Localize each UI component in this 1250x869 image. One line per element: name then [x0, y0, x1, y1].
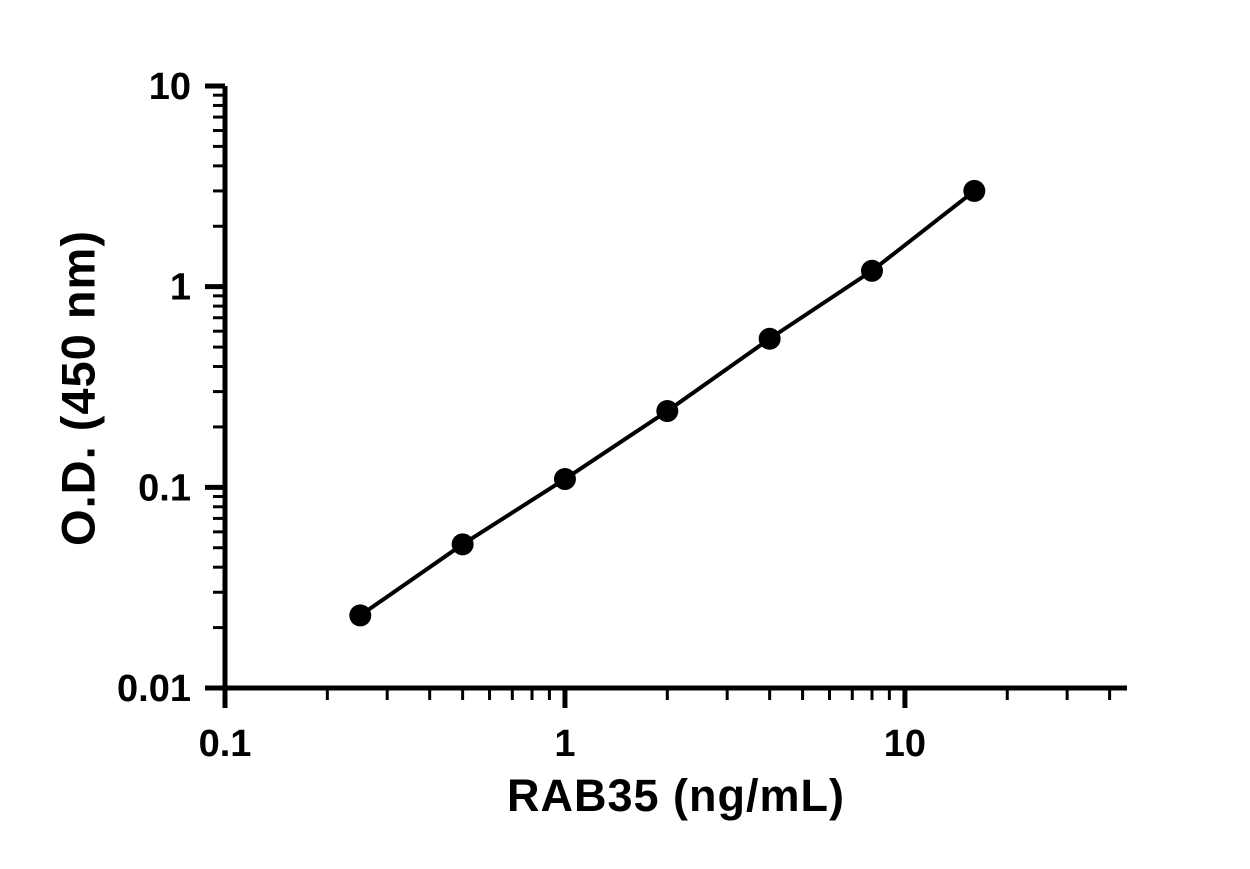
- y-tick-label: 1: [170, 267, 191, 309]
- data-point: [656, 400, 679, 423]
- data-point: [349, 604, 372, 627]
- y-tick-label: 0.01: [117, 668, 191, 710]
- y-tick-label: 0.1: [138, 467, 191, 509]
- data-point: [451, 533, 474, 556]
- x-tick-label: 0.1: [199, 723, 252, 765]
- x-tick-label: 10: [884, 723, 926, 765]
- data-point: [860, 259, 883, 282]
- data-point: [758, 327, 781, 350]
- x-tick-label: 1: [554, 723, 575, 765]
- x-axis-title: RAB35 (ng/mL): [507, 770, 845, 821]
- data-point: [963, 179, 986, 202]
- y-axis-title: O.D. (450 nm): [51, 230, 105, 546]
- data-point: [553, 468, 576, 491]
- y-tick-label: 10: [149, 66, 191, 108]
